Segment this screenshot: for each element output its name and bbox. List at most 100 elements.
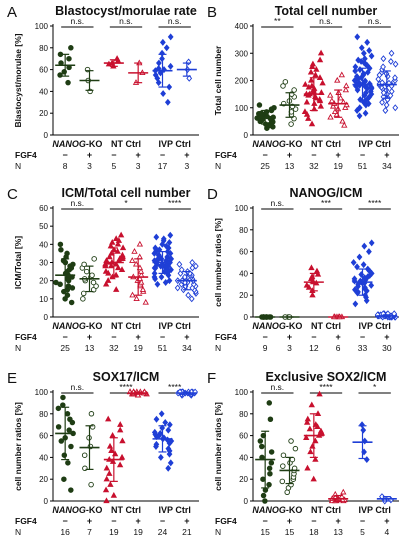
data-point xyxy=(168,266,174,274)
n-row-label: N xyxy=(215,161,221,171)
data-point xyxy=(312,71,319,78)
data-point xyxy=(188,295,195,303)
n-value: 3 xyxy=(87,161,92,171)
group-label: NT Ctrl xyxy=(111,139,141,149)
fgf4-value: − xyxy=(263,150,268,160)
data-point xyxy=(89,272,95,278)
data-point xyxy=(106,470,113,476)
n-value: 51 xyxy=(358,161,368,171)
data-point xyxy=(65,283,72,289)
significance-label: *** xyxy=(321,198,332,208)
y-tick-label: 40 xyxy=(39,453,48,462)
data-point xyxy=(260,476,266,482)
data-point xyxy=(103,497,110,504)
data-point xyxy=(379,98,385,106)
data-point xyxy=(129,291,136,298)
data-point xyxy=(302,81,309,87)
data-point xyxy=(358,44,365,52)
data-point xyxy=(102,280,110,287)
n-value: 34 xyxy=(182,343,192,353)
group-label: NANOG-KO xyxy=(52,505,102,515)
data-point xyxy=(189,259,196,266)
data-point xyxy=(388,87,395,95)
data-point xyxy=(109,432,116,438)
data-point xyxy=(64,292,71,298)
data-point xyxy=(267,416,274,423)
series-group xyxy=(151,231,175,288)
y-tick-label: 50 xyxy=(39,222,48,231)
n-value: 15 xyxy=(285,527,295,537)
data-point xyxy=(109,238,116,245)
data-point xyxy=(164,98,171,106)
series-group xyxy=(79,256,100,302)
y-tick-label: 20 xyxy=(239,475,248,484)
significance-label: n.s. xyxy=(319,16,333,26)
data-point xyxy=(117,421,124,427)
y-tick-label: 80 xyxy=(39,44,48,53)
data-point xyxy=(342,104,349,110)
data-point xyxy=(354,263,360,271)
data-point xyxy=(165,445,172,453)
y-axis-label: cell number ratios [%] xyxy=(13,402,23,491)
data-point xyxy=(266,481,272,488)
data-point xyxy=(352,67,359,75)
significance-label: * xyxy=(373,382,377,392)
n-value: 6 xyxy=(336,343,341,353)
y-tick-label: 40 xyxy=(239,453,248,462)
n-value: 16 xyxy=(60,527,70,537)
n-value: 19 xyxy=(133,527,143,537)
data-point xyxy=(55,424,62,430)
data-point xyxy=(142,298,149,305)
significance-label: **** xyxy=(168,382,182,392)
data-point xyxy=(160,235,167,243)
data-point xyxy=(392,104,399,112)
data-point xyxy=(129,257,136,263)
fgf4-value: + xyxy=(384,150,389,160)
data-point xyxy=(280,83,286,89)
data-point xyxy=(107,481,114,487)
y-tick-label: 100 xyxy=(35,388,49,397)
group-label: NT Ctrl xyxy=(111,505,141,515)
data-point xyxy=(317,49,325,56)
data-point xyxy=(361,437,368,445)
data-point xyxy=(152,244,159,252)
data-point xyxy=(166,421,173,429)
data-point xyxy=(309,291,316,298)
n-value: 32 xyxy=(109,343,119,353)
y-tick-label: 20 xyxy=(239,291,248,300)
fgf4-value: + xyxy=(136,332,141,342)
data-point xyxy=(65,79,71,86)
series-group xyxy=(79,66,100,95)
n-value: 32 xyxy=(309,161,319,171)
data-point xyxy=(342,86,350,93)
data-point xyxy=(316,390,323,397)
significance-label: **** xyxy=(368,198,382,208)
data-point xyxy=(368,239,375,247)
group-label: NT Ctrl xyxy=(311,505,341,515)
n-value: 13 xyxy=(285,161,295,171)
data-point xyxy=(271,104,277,111)
y-tick-label: 100 xyxy=(235,104,249,113)
y-axis-label: Blastocyst/morulae [%] xyxy=(13,33,23,127)
data-point xyxy=(68,487,74,493)
series-group xyxy=(174,259,199,303)
data-point xyxy=(80,290,87,297)
data-point xyxy=(362,284,368,292)
data-point xyxy=(301,108,309,115)
data-point xyxy=(304,415,311,422)
series-group xyxy=(53,241,76,306)
data-point xyxy=(308,120,316,127)
fgf4-value: + xyxy=(287,516,292,526)
data-point xyxy=(363,89,369,97)
series-group xyxy=(152,33,174,106)
n-value: 30 xyxy=(382,343,392,353)
fgf4-value: + xyxy=(136,516,141,526)
series-group xyxy=(303,390,326,482)
data-point xyxy=(165,426,172,434)
data-point xyxy=(136,240,144,247)
fgf4-value: + xyxy=(184,332,189,342)
data-point xyxy=(392,74,398,82)
n-value: 33 xyxy=(358,343,368,353)
fgf4-value: + xyxy=(87,332,92,342)
panel-letter: A xyxy=(7,4,17,21)
